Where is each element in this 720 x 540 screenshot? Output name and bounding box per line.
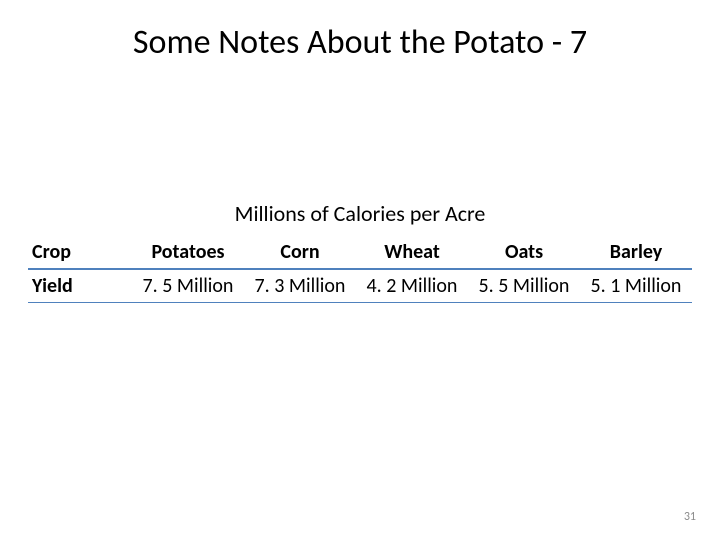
slide-number: 31 (684, 510, 696, 524)
row-header-label: Crop (28, 236, 132, 269)
column-header: Wheat (356, 236, 468, 269)
row-label: Yield (28, 269, 132, 303)
column-header: Potatoes (132, 236, 244, 269)
column-header: Barley (580, 236, 692, 269)
column-header: Oats (468, 236, 580, 269)
table-row: Yield7. 5 Million7. 3 Million4. 2 Millio… (28, 269, 692, 303)
slide-title: Some Notes About the Potato - 7 (0, 22, 720, 63)
table-caption: Millions of Calories per Acre (0, 200, 720, 227)
table-cell: 7. 3 Million (244, 269, 356, 303)
calories-table: CropPotatoesCornWheatOatsBarley Yield7. … (28, 236, 692, 303)
table-cell: 5. 5 Million (468, 269, 580, 303)
table-body: Yield7. 5 Million7. 3 Million4. 2 Millio… (28, 269, 692, 303)
table-cell: 5. 1 Million (580, 269, 692, 303)
slide: Some Notes About the Potato - 7 Millions… (0, 0, 720, 540)
table-cell: 7. 5 Million (132, 269, 244, 303)
table-cell: 4. 2 Million (356, 269, 468, 303)
table-header-row: CropPotatoesCornWheatOatsBarley (28, 236, 692, 269)
column-header: Corn (244, 236, 356, 269)
